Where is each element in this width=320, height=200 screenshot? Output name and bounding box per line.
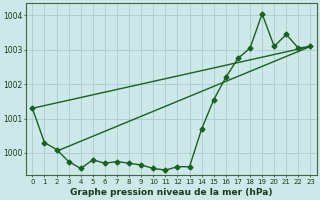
X-axis label: Graphe pression niveau de la mer (hPa): Graphe pression niveau de la mer (hPa)	[70, 188, 273, 197]
